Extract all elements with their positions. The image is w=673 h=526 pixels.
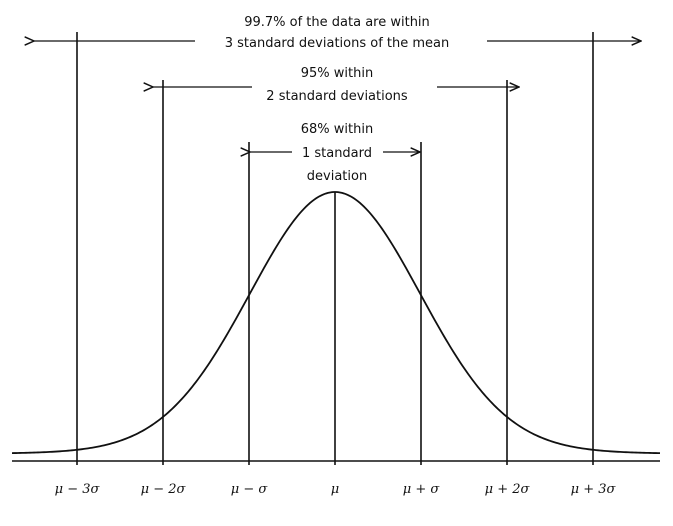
tick-label: μ — [331, 482, 339, 497]
tick-label: μ + σ — [403, 482, 441, 497]
tick-label: μ − 2σ — [141, 482, 187, 497]
tick-labels: μ − 3σ μ − 2σ μ − σ μ μ + σ μ + 2σ μ + 3σ — [55, 482, 617, 497]
tick-label: μ − σ — [231, 482, 269, 497]
tick-label: μ + 3σ — [571, 482, 617, 497]
three-sigma-label-line1: 99.7% of the data are within — [244, 15, 430, 30]
one-sigma-annotation: 68% within 1 standard deviation — [250, 122, 420, 184]
one-sigma-label-line2: 1 standard — [302, 146, 372, 161]
bell-curve — [11, 191, 661, 455]
three-sigma-label-line2: 3 standard deviations of the mean — [225, 36, 450, 51]
sigma-lines — [76, 32, 594, 465]
two-sigma-annotation: 95% within 2 standard deviations — [153, 66, 519, 104]
three-sigma-annotation: 99.7% of the data are within 3 standard … — [34, 15, 641, 51]
tick-label: μ − 3σ — [55, 482, 101, 497]
two-sigma-label-line1: 95% within — [301, 66, 373, 81]
tick-label: μ + 2σ — [485, 482, 531, 497]
two-sigma-label-line2: 2 standard deviations — [266, 89, 408, 104]
one-sigma-label-line3: deviation — [307, 169, 367, 184]
one-sigma-label-line1: 68% within — [301, 122, 373, 137]
